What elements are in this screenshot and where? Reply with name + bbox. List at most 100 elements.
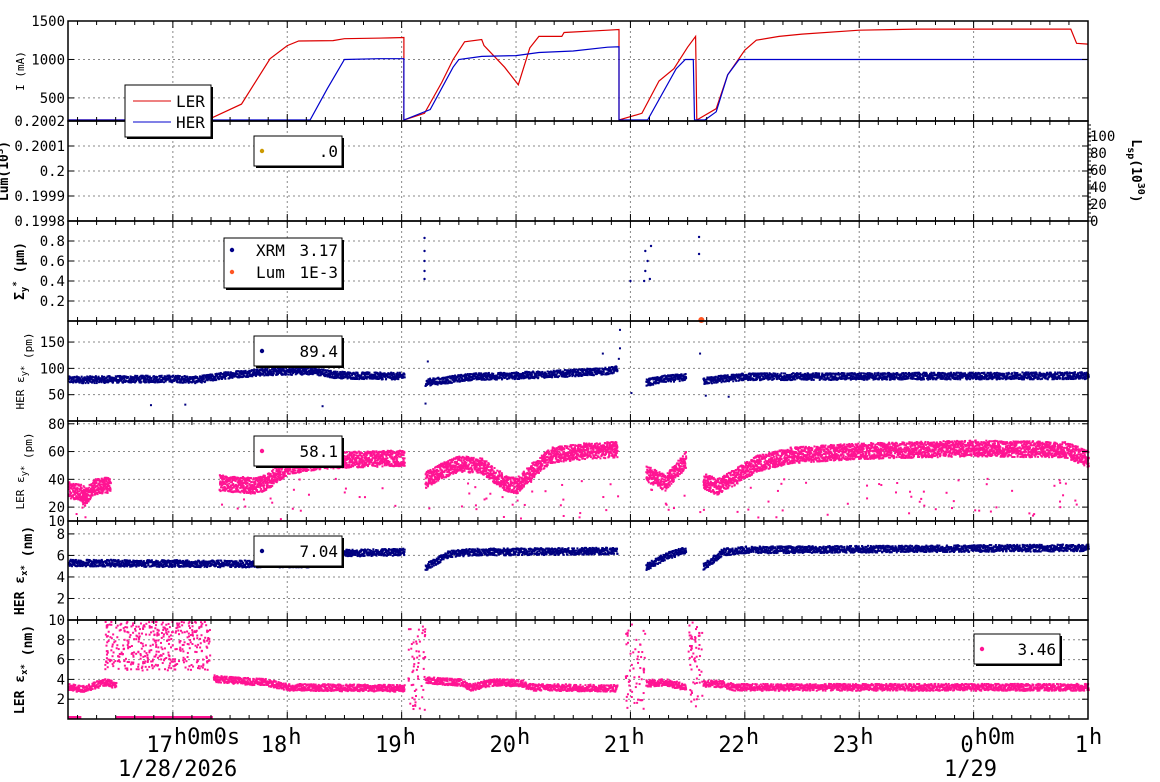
data-point [92,380,95,383]
data-point [969,378,972,381]
data-point [392,378,395,381]
data-point [373,371,376,374]
data-point [894,376,897,379]
data-point [308,369,311,372]
data-point [244,369,247,372]
data-point [341,374,344,377]
data-point [516,377,519,380]
data-point [335,373,338,376]
data-point [976,373,979,376]
data-point [116,381,119,384]
data-point [236,372,239,375]
data-point [775,378,778,381]
data-point [333,372,336,375]
data-point [454,377,457,380]
data-point [477,378,480,381]
data-point [586,370,589,373]
data-point [517,372,520,375]
data-point [258,370,261,373]
data-point [340,375,343,378]
data-point [474,377,477,380]
data-point [543,376,546,379]
data-point [785,376,788,379]
data-point [266,370,269,373]
data-point [760,373,763,376]
data-point [475,372,478,375]
data-point [374,375,377,378]
data-point-spike [618,347,621,350]
data-point [467,377,470,380]
data-point [458,378,461,381]
data-point [802,374,805,377]
data-point [108,478,111,481]
data-point [137,376,140,379]
data-point [941,374,944,377]
data-point [784,372,787,375]
data-point [85,377,88,380]
data-point [572,374,575,377]
data-point [976,375,979,378]
data-point [316,373,319,376]
data-point [147,378,150,381]
data-point [724,375,727,378]
data-point [372,374,375,377]
data-point [866,372,869,375]
data-point [295,367,298,370]
data-point [93,382,96,385]
data-point [847,372,850,375]
data-point [545,373,548,376]
data-point [532,371,535,374]
data-point [284,373,287,376]
data-point [95,380,98,383]
data-point [963,372,966,375]
data-point [276,373,279,376]
data-point [480,372,483,375]
data-point [109,488,112,491]
data-point [783,379,786,382]
data-point [888,376,891,379]
data-point [72,381,75,384]
data-point [553,373,556,376]
data-point [97,378,100,381]
data-point [75,375,78,378]
data-point [804,373,807,376]
data-point [962,372,965,375]
data-point [194,382,197,385]
data-point [139,378,142,381]
data-point [133,381,136,384]
data-point [305,372,308,375]
data-point [316,368,319,371]
data-point [282,373,285,376]
data-point [958,373,961,376]
data-point [814,374,817,377]
data-point [862,374,865,377]
data-point [569,371,572,374]
data-point [351,377,354,380]
data-point [158,377,161,380]
data-point [82,380,85,383]
data-point [471,378,474,381]
data-point [581,370,584,373]
data-point [790,373,793,376]
data-point [784,379,787,382]
data-point [241,372,244,375]
data-point [729,377,732,380]
data-point [799,372,802,375]
data-point [176,374,179,377]
data-point [902,376,905,379]
data-point [970,376,973,379]
data-point [83,376,86,379]
data-point [215,372,218,375]
data-point [485,372,488,375]
data-point [526,373,529,376]
data-point [749,374,752,377]
data-point [377,377,380,380]
data-point [84,504,87,507]
data-point [373,377,376,380]
data-point [608,372,611,375]
data-point [468,377,471,380]
data-point [904,377,907,380]
data-point [778,377,781,380]
data-point [719,379,722,382]
data-point [548,370,551,373]
